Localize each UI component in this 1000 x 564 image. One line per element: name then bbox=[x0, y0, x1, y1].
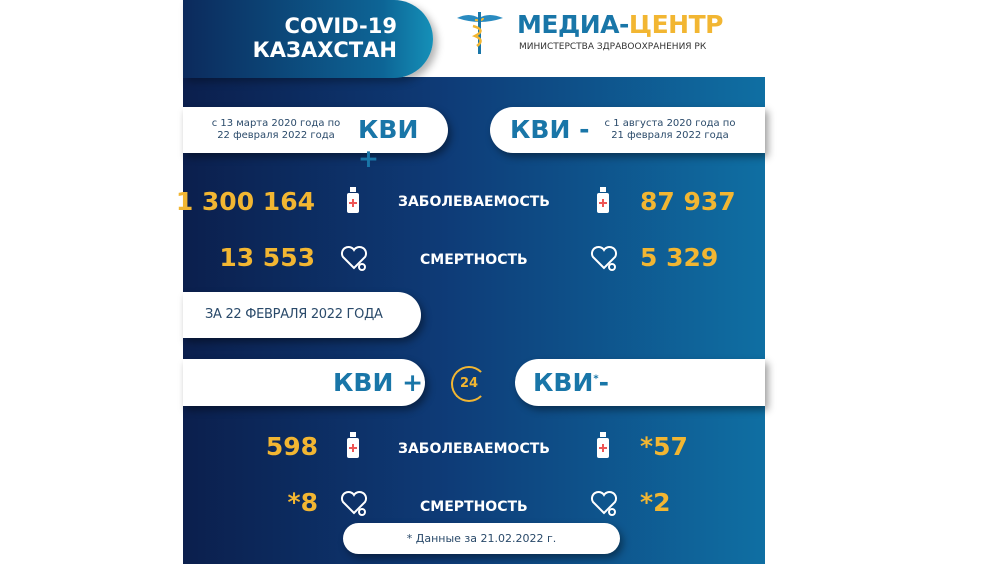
label-main: КВИ bbox=[533, 368, 594, 397]
period-line2: 21 февраля 2022 года bbox=[611, 130, 729, 141]
daily-kvi-positive-label: КВИ + bbox=[333, 368, 424, 397]
label-sign: - bbox=[598, 368, 610, 397]
medicine-bottle-icon bbox=[597, 187, 609, 213]
period-line1: с 13 марта 2020 года по bbox=[211, 118, 341, 129]
kvi-positive-period-pill: с 13 марта 2020 года по 22 февраля 2022 … bbox=[183, 107, 448, 173]
kvi-negative-label: КВИ - bbox=[510, 115, 590, 144]
daily-kvi-positive-pill: КВИ + bbox=[183, 359, 425, 406]
period-line1: с 1 августа 2020 года по bbox=[604, 118, 736, 129]
heart-stethoscope-icon bbox=[590, 490, 618, 516]
badge-text: 24 bbox=[459, 376, 479, 391]
caduceus-icon bbox=[457, 12, 503, 54]
daily-deaths-label: СМЕРТНОСТЬ bbox=[420, 499, 528, 515]
title-line2: КАЗАХСТАН bbox=[252, 38, 397, 62]
cumulative-positive-deaths: 13 553 bbox=[219, 243, 315, 272]
footnote-pill: * Данные за 21.02.2022 г. bbox=[343, 523, 620, 554]
logo-title-blue: МЕДИА- bbox=[517, 10, 629, 39]
24-hours-icon: 24 bbox=[451, 366, 487, 402]
logo-title-yellow: ЦЕНТР bbox=[628, 10, 724, 39]
cumulative-negative-cases: 87 937 bbox=[640, 187, 736, 216]
daily-date-label: ЗА 22 ФЕВРАЛЯ 2022 ГОДА bbox=[205, 307, 383, 322]
daily-negative-cases: *57 bbox=[640, 432, 688, 461]
cumulative-positive-cases: 1 300 164 bbox=[175, 187, 315, 216]
kvi-positive-label: КВИ + bbox=[358, 115, 419, 173]
title-banner: COVID-19 КАЗАХСТАН bbox=[183, 0, 433, 78]
heart-stethoscope-icon bbox=[340, 490, 368, 516]
label-star: * bbox=[593, 373, 599, 385]
period-line2: 22 февраля 2022 года bbox=[217, 130, 335, 141]
negative-period: с 1 августа 2020 года по 21 февраля 2022… bbox=[590, 118, 750, 142]
media-center-logo: МЕДИА-ЦЕНТР МИНИСТЕРСТВА ЗДРАВООХРАНЕНИЯ… bbox=[455, 8, 755, 58]
deaths-label: СМЕРТНОСТЬ bbox=[420, 252, 528, 268]
medicine-bottle-icon bbox=[347, 187, 359, 213]
medicine-bottle-icon bbox=[597, 432, 609, 458]
heart-stethoscope-icon bbox=[340, 245, 368, 271]
positive-period: с 13 марта 2020 года по 22 февраля 2022 … bbox=[201, 118, 351, 142]
cumulative-negative-deaths: 5 329 bbox=[640, 243, 719, 272]
footnote-text: * Данные за 21.02.2022 г. bbox=[406, 532, 557, 545]
heart-stethoscope-icon bbox=[590, 245, 618, 271]
daily-kvi-negative-pill: КВИ*- bbox=[515, 359, 765, 406]
medicine-bottle-icon bbox=[347, 432, 359, 458]
daily-negative-deaths: *2 bbox=[640, 488, 671, 517]
daily-cases-label: ЗАБОЛЕВАЕМОСТЬ bbox=[398, 441, 550, 457]
daily-positive-cases: 598 bbox=[265, 432, 318, 461]
kvi-negative-period-pill: КВИ - с 1 августа 2020 года по 21 феврал… bbox=[490, 107, 765, 153]
logo-title: МЕДИА-ЦЕНТР bbox=[517, 10, 723, 39]
cases-label: ЗАБОЛЕВАЕМОСТЬ bbox=[398, 194, 550, 210]
daily-date-pill: ЗА 22 ФЕВРАЛЯ 2022 ГОДА bbox=[183, 292, 421, 338]
title-line1: COVID-19 bbox=[284, 14, 397, 38]
daily-positive-deaths: *8 bbox=[287, 488, 318, 517]
daily-kvi-negative-label: КВИ*- bbox=[533, 368, 609, 397]
logo-subtitle: МИНИСТЕРСТВА ЗДРАВООХРАНЕНИЯ РК bbox=[519, 42, 707, 52]
